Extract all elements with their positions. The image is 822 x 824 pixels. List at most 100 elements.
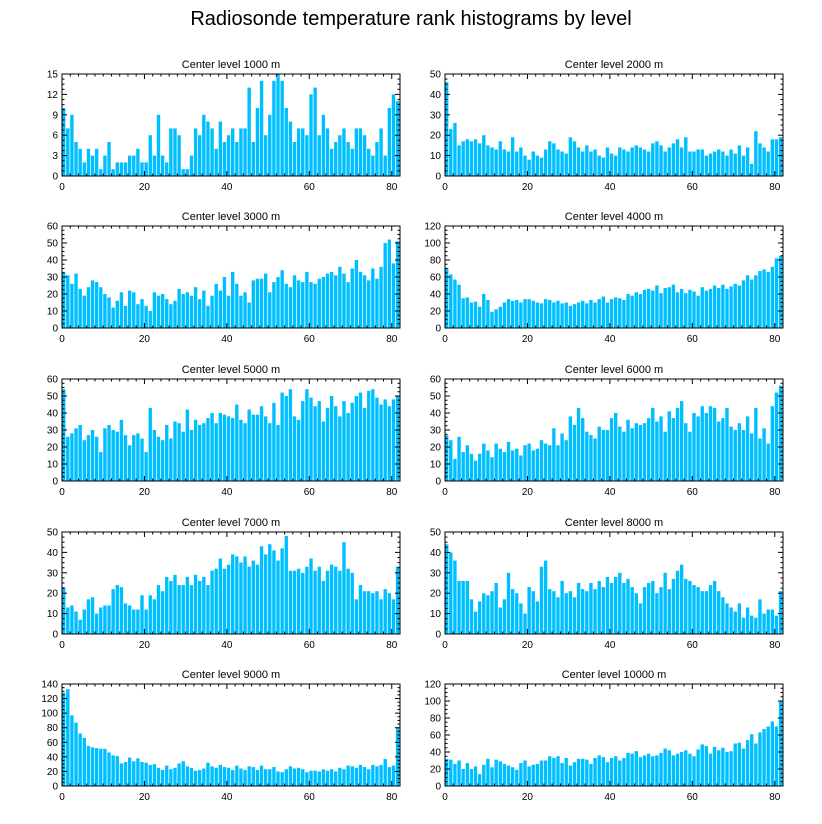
histogram-bar xyxy=(313,87,317,176)
histogram-bar xyxy=(90,155,95,176)
histogram-bar xyxy=(272,550,276,634)
histogram-bar xyxy=(371,268,375,328)
histogram-bar xyxy=(358,271,363,328)
histogram-bar xyxy=(383,155,387,176)
y-tick-label: 40 xyxy=(430,548,442,559)
histogram-bar xyxy=(214,767,218,786)
histogram-bar xyxy=(457,436,461,481)
panel-title: Center level 6000 m xyxy=(565,364,663,376)
histogram-bar xyxy=(766,609,770,634)
histogram-bar xyxy=(387,593,392,634)
histogram-bar xyxy=(671,284,676,328)
y-tick-label: 9 xyxy=(52,110,58,121)
y-tick-label: 40 xyxy=(430,748,442,759)
histogram-bar xyxy=(169,580,173,634)
histogram-bar xyxy=(160,440,165,481)
histogram-bar xyxy=(531,151,535,176)
histogram-bar xyxy=(725,407,729,481)
histogram-bar xyxy=(78,424,82,481)
histogram-bar xyxy=(210,766,214,786)
panel-title: Center level 2000 m xyxy=(565,59,663,71)
histogram-bar xyxy=(622,583,626,634)
x-tick-label: 40 xyxy=(604,182,616,193)
histogram-bar xyxy=(766,271,770,328)
histogram-bar xyxy=(469,769,474,786)
histogram-bar xyxy=(461,298,465,328)
y-tick-label: 20 xyxy=(430,589,442,600)
histogram-bar xyxy=(375,766,379,786)
histogram-bar xyxy=(239,419,243,481)
histogram-bar xyxy=(465,297,469,328)
histogram-bar xyxy=(469,141,474,176)
histogram-bar xyxy=(387,239,392,328)
histogram-bar xyxy=(181,169,185,176)
histogram-bar xyxy=(659,752,663,786)
histogram-bar xyxy=(231,271,235,328)
x-tick-label: 20 xyxy=(139,487,151,498)
x-tick-label: 80 xyxy=(386,640,398,651)
histogram-bar xyxy=(222,414,227,481)
histogram-bar xyxy=(543,149,548,176)
histogram-bar xyxy=(733,283,737,328)
histogram-bar xyxy=(379,764,383,786)
histogram-bar xyxy=(173,574,177,634)
histogram-bar xyxy=(362,407,367,481)
histogram-bar xyxy=(539,303,544,328)
x-tick-label: 0 xyxy=(59,487,65,498)
histogram-bar xyxy=(457,284,461,328)
histogram-bar xyxy=(762,269,766,328)
histogram-bar xyxy=(62,692,66,786)
histogram-bar xyxy=(123,162,128,176)
histogram-bar xyxy=(74,142,78,176)
histogram-bar xyxy=(671,143,676,176)
histogram-bar xyxy=(395,566,400,634)
histogram-bar xyxy=(82,440,86,481)
histogram-bar xyxy=(346,765,350,786)
histogram-bar xyxy=(156,585,161,634)
histogram-bar xyxy=(301,572,305,634)
y-tick-label: 100 xyxy=(424,697,441,708)
histogram-bar xyxy=(696,587,700,634)
histogram-bar xyxy=(626,151,630,176)
x-tick-label: 80 xyxy=(769,640,781,651)
histogram-bar xyxy=(535,155,540,176)
histogram-bar xyxy=(371,593,375,634)
histogram-bar xyxy=(642,289,647,328)
histogram-bar xyxy=(725,603,729,634)
histogram-bar xyxy=(140,162,144,176)
histogram-bar xyxy=(675,570,680,634)
y-tick-label: 40 xyxy=(47,752,59,763)
histogram-bar xyxy=(140,595,144,634)
y-tick-label: 0 xyxy=(52,324,58,335)
panel-title: Center level 9000 m xyxy=(182,669,280,681)
histogram-bar xyxy=(62,271,66,328)
y-tick-label: 3 xyxy=(52,151,58,162)
x-tick-label: 80 xyxy=(386,792,398,803)
x-tick-label: 60 xyxy=(687,334,699,345)
histogram-bar xyxy=(321,421,326,481)
y-tick-label: 0 xyxy=(52,630,58,641)
histogram-bar xyxy=(445,82,449,176)
histogram-bar xyxy=(342,128,346,176)
histogram-bar xyxy=(329,769,334,786)
histogram-bar xyxy=(239,768,243,786)
histogram-bar xyxy=(222,277,227,328)
histogram-bar xyxy=(309,558,313,634)
histogram-bar xyxy=(66,436,70,481)
histogram-bar xyxy=(99,452,103,481)
histogram-bar xyxy=(222,568,227,634)
histogram-bar xyxy=(354,396,359,481)
histogram-bar xyxy=(247,302,251,328)
histogram-bar xyxy=(721,418,725,481)
histogram-bar xyxy=(684,293,688,328)
histogram-bar xyxy=(74,722,78,786)
histogram-bar xyxy=(152,599,157,634)
histogram-bar xyxy=(704,591,709,634)
histogram-bar xyxy=(148,764,152,786)
histogram-bar xyxy=(309,770,313,786)
histogram-bar xyxy=(94,748,99,786)
histogram-bar xyxy=(630,428,634,481)
histogram-bar xyxy=(160,155,165,176)
histogram-bar xyxy=(165,162,169,176)
histogram-bar xyxy=(774,258,779,328)
